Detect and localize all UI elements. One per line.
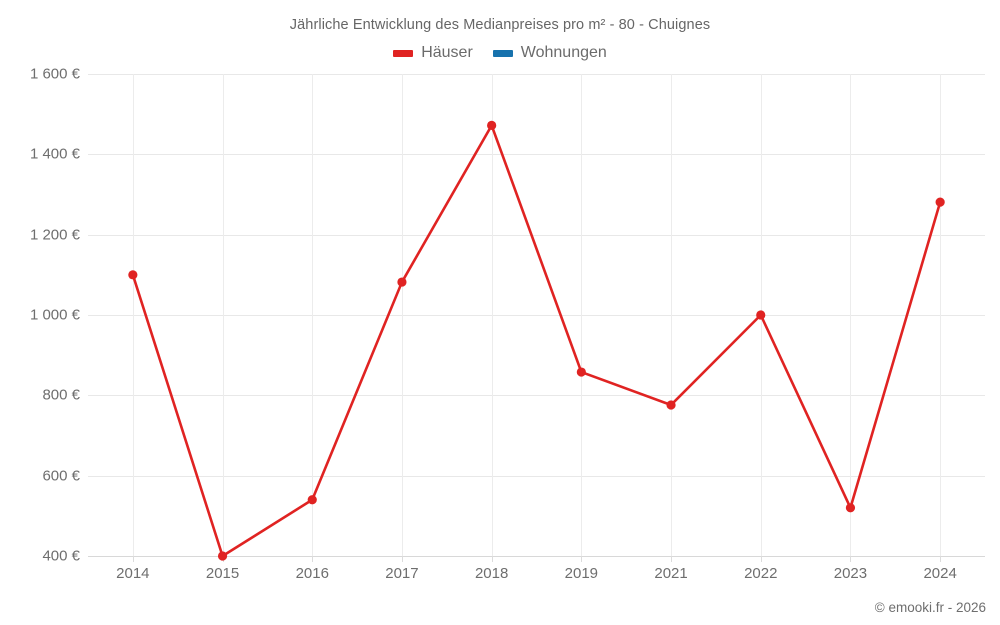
x-axis-tick-mark [671,556,673,562]
legend-swatch-wohnungen [492,49,513,57]
data-point-marker[interactable] [576,367,586,377]
gridline-horizontal [88,395,985,397]
x-axis-tick-mark [760,556,762,562]
gridline-vertical [401,74,403,556]
gridline-horizontal [88,74,985,75]
x-axis-line [88,556,985,557]
gridline-horizontal [88,234,985,236]
x-axis-tick-label: 2022 [744,565,778,582]
x-axis-tick-label: 2018 [474,565,509,582]
x-axis-tick-mark [850,556,852,562]
x-axis-tick-mark [401,556,403,562]
gridline-vertical [940,74,942,556]
gridline-vertical [581,74,583,556]
y-axis-tick-label: 1 400 € [29,145,80,163]
y-axis-tick-label: 400 € [42,547,80,565]
x-axis-tick-mark [312,556,314,562]
data-point-marker[interactable] [128,270,138,280]
footer-credit: © emooki.fr - 2026 [874,600,986,615]
gridline-vertical [222,74,224,556]
data-point-marker[interactable] [845,503,856,513]
gridline-vertical [491,74,493,556]
data-point-marker[interactable] [307,495,317,505]
legend-label-hauser: Häuser [421,44,473,61]
y-axis-tick-label: 600 € [42,467,80,485]
x-axis-tick-label: 2019 [564,565,599,582]
x-axis-tick-label: 2016 [295,565,329,582]
gridline-vertical [132,74,134,556]
data-point-marker[interactable] [935,197,945,207]
x-axis-tick-mark [132,556,134,562]
gridline-vertical [671,74,673,556]
legend-item-hauser[interactable]: Häuser [393,45,473,61]
data-point-marker[interactable] [397,277,407,287]
x-axis-tick-mark [581,556,583,562]
y-axis-tick-label: 1 600 € [29,65,80,83]
x-axis-tick-mark [940,556,942,562]
gridline-horizontal [88,315,985,316]
x-axis-tick-label: 2024 [923,565,957,582]
data-point-marker[interactable] [666,400,676,410]
data-point-marker[interactable] [217,551,228,561]
legend-swatch-hauser [393,49,414,57]
x-axis-tick-label: 2014 [116,565,150,582]
y-axis-tick-label: 800 € [42,386,80,404]
chart-title: Jährliche Entwicklung des Medianpreises … [289,17,711,33]
y-axis-tick-label: 1 200 € [29,226,80,244]
gridline-vertical [850,74,852,556]
chart-legend: Häuser Wohnungen [0,45,1000,61]
x-axis-tick-label: 2015 [205,565,240,582]
x-axis-tick-label: 2021 [654,565,688,582]
y-axis-tick-label: 1 000 € [29,306,80,324]
legend-label-wohnungen: Wohnungen [520,44,607,61]
x-axis-tick-label: 2017 [385,565,419,582]
gridline-horizontal [88,154,985,156]
gridline-horizontal [88,475,985,477]
gridline-vertical [312,74,314,556]
data-point-marker[interactable] [487,120,497,131]
series-line-0 [131,124,942,558]
data-point-marker[interactable] [756,310,766,320]
legend-item-wohnungen[interactable]: Wohnungen [492,44,607,61]
x-axis-tick-label: 2023 [833,565,868,582]
y-axis: 400 € 600 € 800 € 1 000 € 1 200 € 1 400 € 1 60… [0,0,80,625]
x-axis-tick-mark [491,556,493,562]
